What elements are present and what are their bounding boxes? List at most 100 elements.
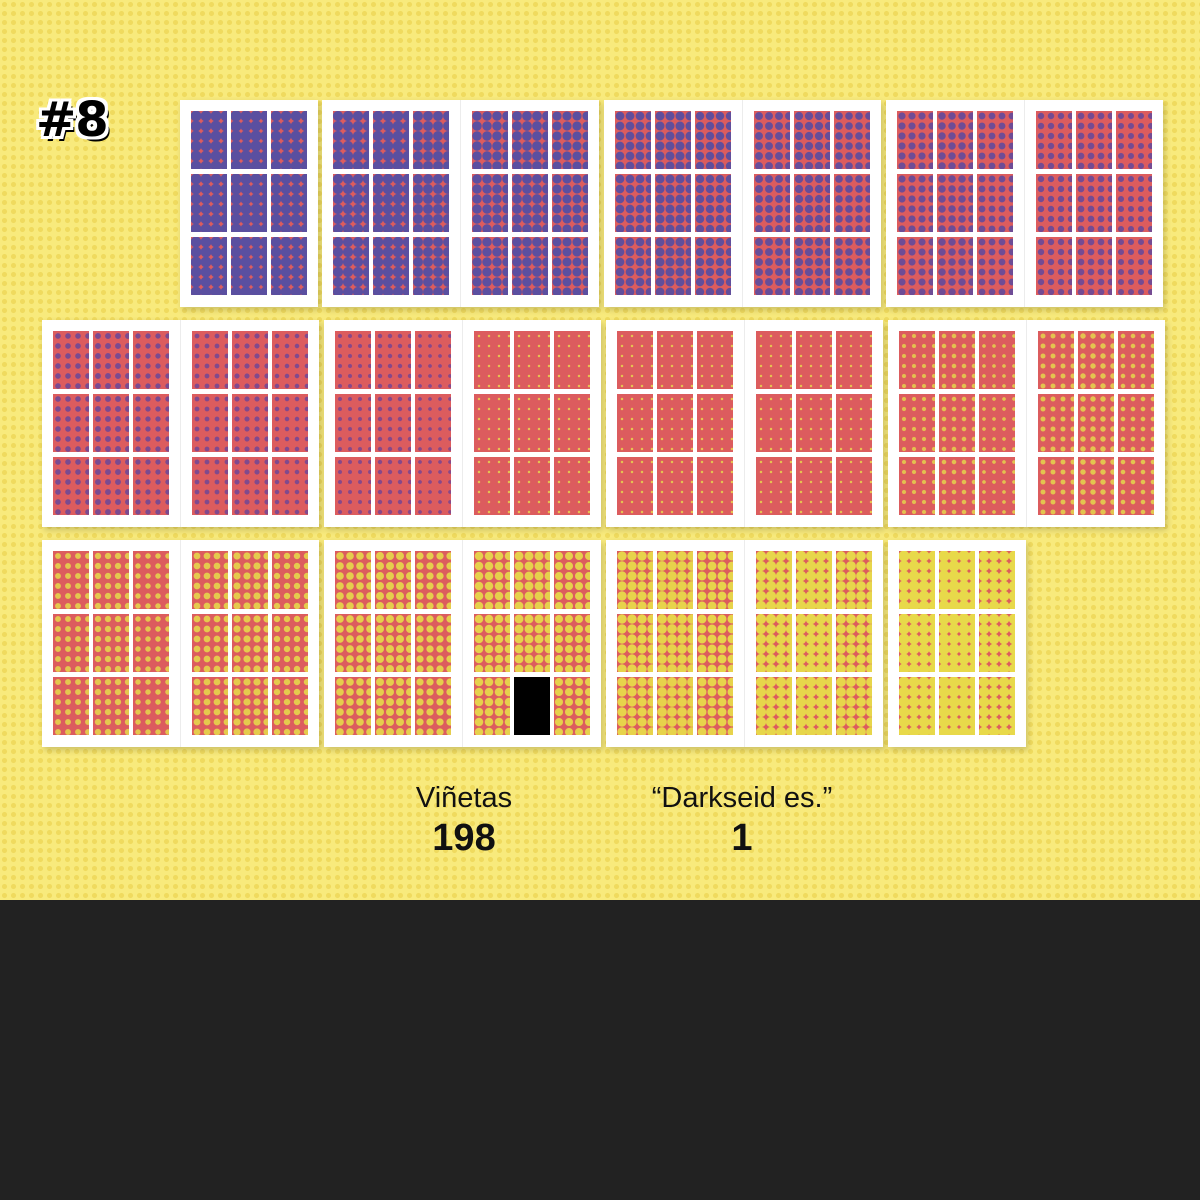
comic-panel <box>939 394 975 452</box>
comic-panel <box>93 551 129 609</box>
comic-panel <box>1118 394 1154 452</box>
comic-panel <box>1116 174 1152 232</box>
comic-panel <box>899 551 935 609</box>
comic-panel <box>271 174 307 232</box>
comic-panel <box>939 551 975 609</box>
comic-page <box>888 320 1026 527</box>
comic-panel <box>53 551 89 609</box>
comic-panel <box>93 614 129 672</box>
comic-panel <box>231 111 267 169</box>
panels-stat: Viñetas 198 <box>384 780 544 860</box>
quote-stat-value: 1 <box>612 816 872 860</box>
comic-panel <box>796 614 832 672</box>
comic-page <box>324 320 462 527</box>
comic-panel <box>133 551 169 609</box>
comic-panel <box>552 237 588 295</box>
comic-panel <box>937 174 973 232</box>
comic-page <box>324 540 462 747</box>
comic-panel <box>192 677 228 735</box>
comic-panel <box>413 111 449 169</box>
comic-panel <box>617 394 653 452</box>
comic-panel <box>514 457 550 515</box>
comic-panel <box>794 111 830 169</box>
comic-panel <box>897 174 933 232</box>
comic-panel <box>93 394 129 452</box>
comic-panel <box>617 614 653 672</box>
comic-panel <box>977 237 1013 295</box>
spread-spine <box>744 540 745 747</box>
spread-spine <box>462 540 463 747</box>
comic-panel <box>697 677 733 735</box>
comic-panel <box>192 551 228 609</box>
page-spread <box>322 100 599 307</box>
comic-panel <box>375 331 411 389</box>
comic-panel <box>1078 457 1114 515</box>
comic-panel <box>617 551 653 609</box>
comic-panel <box>373 174 409 232</box>
comic-panel <box>373 111 409 169</box>
spread-spine <box>744 320 745 527</box>
comic-panel <box>373 237 409 295</box>
comic-panel <box>657 551 693 609</box>
comic-page <box>181 540 319 747</box>
panels-stat-label: Viñetas <box>384 780 544 816</box>
comic-panel <box>756 677 792 735</box>
comic-panel <box>657 331 693 389</box>
comic-panel <box>657 457 693 515</box>
comic-panel <box>514 331 550 389</box>
comic-panel <box>834 174 870 232</box>
poster-background: #8 Viñetas 198 “Darkseid es.” 1 <box>0 0 1200 900</box>
comic-panel <box>617 457 653 515</box>
comic-page <box>886 100 1024 307</box>
comic-panel <box>1116 111 1152 169</box>
comic-panel <box>133 614 169 672</box>
comic-panel <box>552 174 588 232</box>
comic-panel <box>979 614 1015 672</box>
comic-panel <box>231 237 267 295</box>
comic-panel <box>415 677 451 735</box>
comic-panel <box>1116 237 1152 295</box>
comic-panel <box>474 457 510 515</box>
comic-panel <box>1038 457 1074 515</box>
comic-panel <box>335 394 371 452</box>
comic-panel <box>899 614 935 672</box>
comic-panel <box>754 111 790 169</box>
comic-panel <box>697 551 733 609</box>
page-spread <box>324 540 601 747</box>
comic-panel <box>375 457 411 515</box>
comic-panel <box>192 331 228 389</box>
comic-panel <box>754 174 790 232</box>
comic-panel <box>836 551 872 609</box>
comic-panel <box>93 331 129 389</box>
comic-panel <box>1118 457 1154 515</box>
comic-panel <box>192 614 228 672</box>
comic-panel <box>977 174 1013 232</box>
comic-panel <box>655 111 691 169</box>
comic-panel <box>53 457 89 515</box>
comic-panel <box>335 331 371 389</box>
comic-page <box>1025 100 1163 307</box>
comic-panel <box>232 331 268 389</box>
comic-panel <box>472 111 508 169</box>
comic-page <box>42 540 180 747</box>
comic-panel <box>617 331 653 389</box>
comic-panel <box>796 331 832 389</box>
comic-panel <box>272 614 308 672</box>
page-spread <box>324 320 601 527</box>
comic-panel <box>272 394 308 452</box>
comic-panel <box>192 457 228 515</box>
comic-panel <box>657 677 693 735</box>
comic-panel <box>899 394 935 452</box>
comic-panel <box>834 111 870 169</box>
comic-panel <box>937 237 973 295</box>
comic-panel <box>1076 174 1112 232</box>
comic-panel <box>333 174 369 232</box>
comic-page <box>463 320 601 527</box>
comic-page <box>743 100 881 307</box>
comic-panel <box>697 331 733 389</box>
comic-panel <box>617 677 653 735</box>
comic-panel <box>53 614 89 672</box>
comic-panel <box>272 331 308 389</box>
comic-panel <box>899 331 935 389</box>
comic-panel <box>836 677 872 735</box>
